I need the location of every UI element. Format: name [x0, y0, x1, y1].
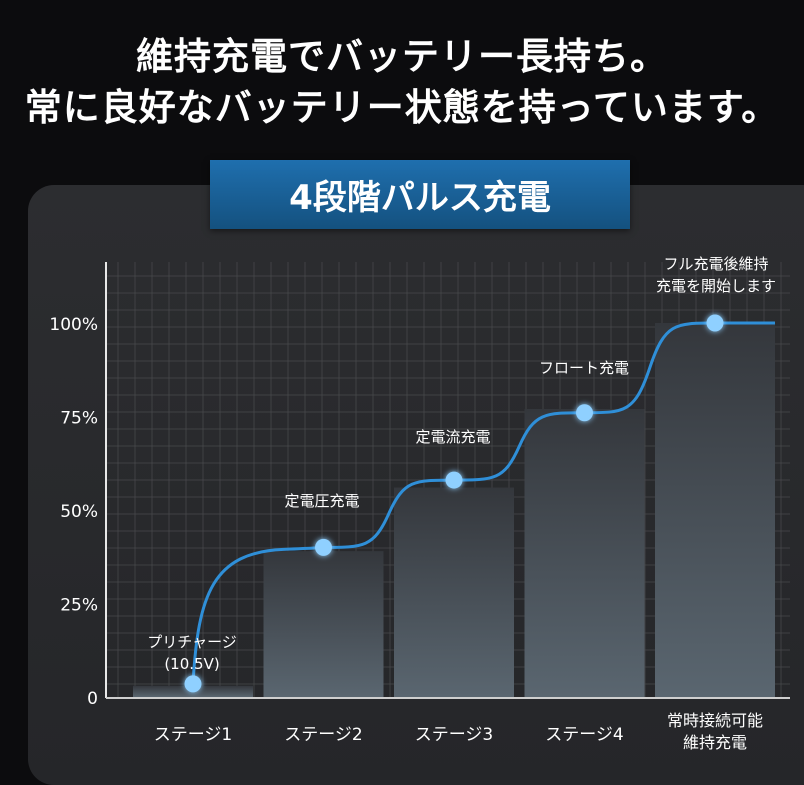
headline-line-1: 維持充電でバッテリー長持ち。 — [136, 35, 668, 78]
x-tick-label: ステージ4 — [545, 725, 623, 745]
labels: プリチャージ (10.5V) 定電圧充電 定電流充電 フロート充電 フル充電後維持充電を開… — [147, 255, 776, 673]
point-label: フル充電後維持 — [663, 255, 768, 273]
bar-stage-4 — [524, 409, 645, 697]
point-label: 充電を開始します — [656, 277, 776, 295]
y-tick-label: 0 — [87, 689, 98, 709]
axes: 0 25% 50% 75% 100% ステージ1 ステージ2 ステージ3 ステージ4 常時接続可能… — [49, 262, 790, 752]
chart-title-banner: 4段階パルス充電 — [210, 160, 630, 229]
charge-curve-line — [191, 321, 775, 684]
stage-point-4 — [576, 404, 593, 422]
bar-stage-5 — [655, 323, 775, 697]
y-tick-label: 100% — [49, 315, 98, 335]
stage-point-2 — [315, 538, 332, 556]
stage-point-3 — [445, 471, 463, 489]
stage-point-1 — [184, 675, 202, 693]
bars — [133, 323, 775, 697]
y-tick-label: 25% — [60, 596, 98, 616]
point-label: プリチャージ — [147, 633, 237, 651]
bar-stage-3 — [394, 487, 514, 697]
point-label: フロート充電 — [539, 359, 629, 377]
headline-line-2: 常に良好なバッテリー状態を持っています。 — [24, 86, 780, 129]
charging-stage-chart: 0 25% 50% 75% 100% ステージ1 ステージ2 ステージ3 ステージ4 常時接続可能… — [49, 255, 790, 752]
x-tick-label: ステージ2 — [284, 725, 362, 745]
x-tick-label: ステージ1 — [154, 725, 232, 745]
bar-stage-2 — [263, 551, 384, 697]
point-label: (10.5V) — [164, 655, 219, 673]
stage-point-5 — [706, 314, 724, 332]
y-tick-label: 50% — [60, 502, 98, 522]
point-label: 定電圧充電 — [284, 492, 359, 510]
y-tick-label: 75% — [60, 409, 98, 429]
point-label: 定電流充電 — [415, 428, 490, 446]
x-tick-label: 維持充電 — [683, 733, 747, 752]
x-tick-label: 常時接続可能 — [667, 711, 763, 730]
charging-curve — [184, 314, 775, 693]
x-tick-label: ステージ3 — [415, 725, 493, 745]
